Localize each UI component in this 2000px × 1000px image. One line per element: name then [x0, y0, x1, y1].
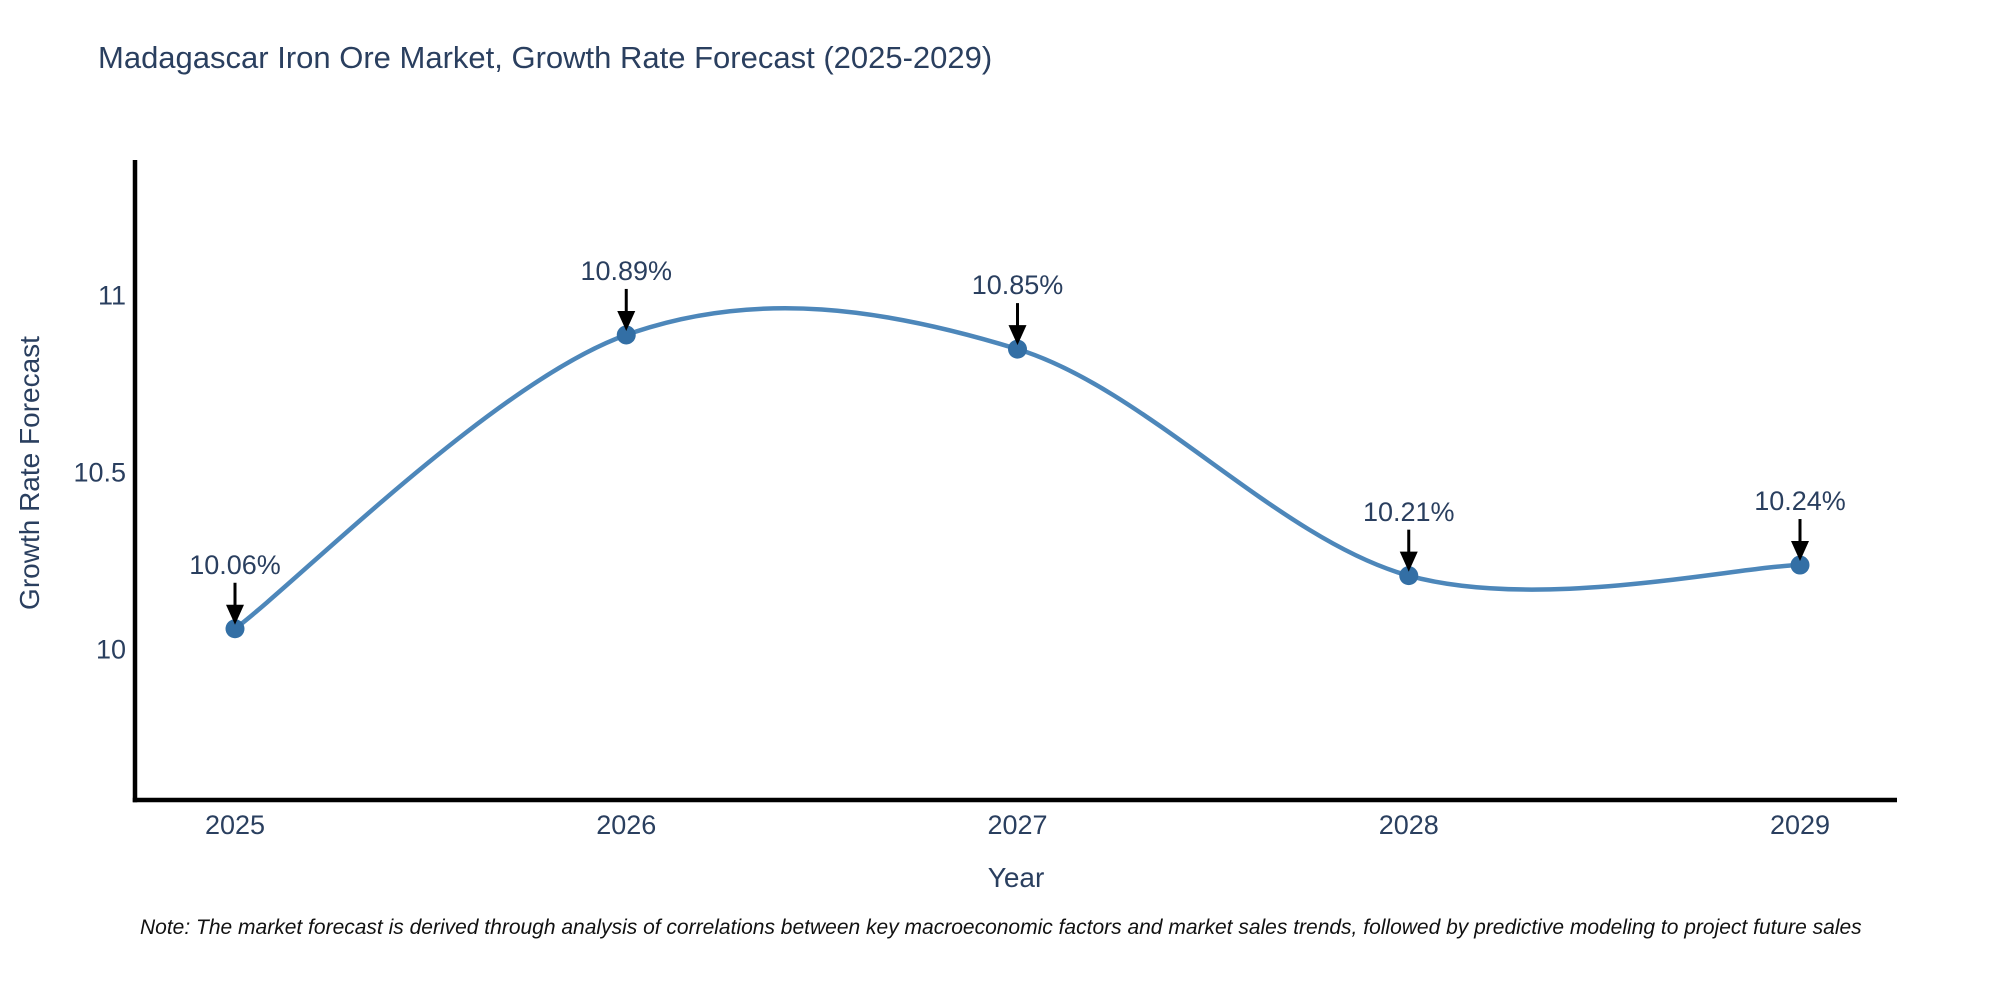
- data-point-marker: [1790, 555, 1810, 575]
- chart-title: Madagascar Iron Ore Market, Growth Rate …: [98, 40, 993, 75]
- y-tick-label: 10: [95, 634, 126, 665]
- data-point-label: 10.85%: [971, 270, 1064, 301]
- data-point-label: 10.21%: [1362, 496, 1455, 527]
- annotation-arrow-head: [1791, 541, 1809, 562]
- data-point-marker: [1399, 566, 1419, 586]
- data-point-marker: [616, 325, 636, 345]
- footnote: Note: The market forecast is derived thr…: [140, 916, 1862, 939]
- data-point-marker: [225, 619, 245, 639]
- data-point-marker: [1008, 339, 1027, 359]
- data-point-label: 10.24%: [1754, 486, 1846, 517]
- annotation-arrow-head: [1008, 325, 1027, 346]
- x-tick-label: 2027: [987, 810, 1048, 840]
- x-tick-label: 2025: [204, 810, 266, 840]
- annotation-arrow-head: [226, 604, 244, 625]
- y-tick-label: 11: [97, 280, 126, 311]
- data-point-label: 10.89%: [580, 255, 673, 286]
- annotation-arrow-head: [1399, 551, 1418, 572]
- data-point-label: 10.06%: [189, 549, 281, 580]
- x-tick-label: 2029: [1769, 810, 1831, 840]
- x-axis-title: Year: [987, 862, 1045, 893]
- y-tick-label: 10.5: [73, 457, 126, 488]
- x-tick-label: 2028: [1378, 810, 1439, 840]
- x-tick-label: 2026: [596, 810, 657, 840]
- annotation-arrow-head: [617, 310, 636, 331]
